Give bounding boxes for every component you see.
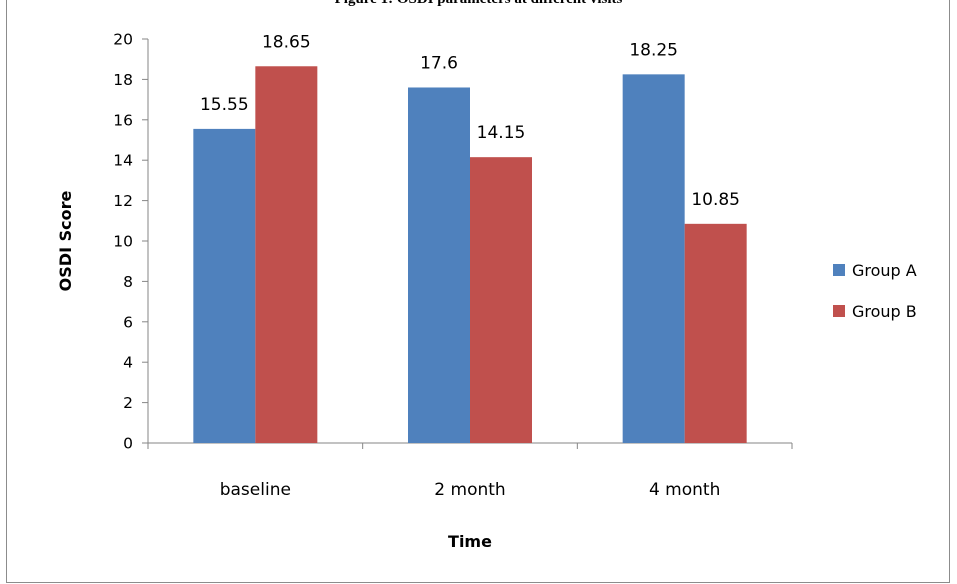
figure-title: Figure 1: OSDI parameters at different v… [0, 0, 957, 8]
data-label: 15.55 [200, 95, 249, 115]
y-tick-label: 4 [123, 354, 133, 372]
bar [408, 87, 470, 443]
y-tick-label: 8 [123, 273, 133, 291]
bar [470, 157, 532, 444]
y-tick-label: 20 [113, 31, 133, 49]
x-category-label: 4 month [649, 480, 720, 500]
bar [193, 128, 256, 443]
y-tick-label: 16 [113, 111, 133, 129]
data-labels: 15.55 17.6 18.25 18.65 14.15 10.85 [200, 32, 740, 210]
y-tick-label: 18 [113, 71, 133, 89]
bars [193, 66, 747, 444]
legend-label: Group B [852, 302, 917, 321]
x-axis-title: Time [448, 532, 492, 551]
y-tick-label: 2 [123, 394, 133, 412]
data-label: 14.15 [477, 123, 526, 143]
x-category-label: 2 month [434, 480, 505, 500]
x-category-label: baseline [220, 480, 291, 500]
y-tick-label: 0 [123, 435, 133, 453]
bar [684, 223, 747, 443]
data-label: 18.25 [629, 40, 678, 60]
bar [622, 74, 685, 443]
data-label: 10.85 [691, 190, 740, 210]
data-label: 17.6 [420, 53, 458, 73]
y-axis-title: OSDI Score [56, 191, 75, 292]
y-tick-label: 6 [123, 313, 133, 331]
bar [255, 66, 318, 444]
legend-swatch [833, 264, 845, 276]
y-tick-label: 10 [113, 233, 133, 251]
legend-label: Group A [852, 261, 917, 280]
data-label: 18.65 [262, 32, 311, 52]
legend-swatch [833, 305, 845, 317]
y-tick-label: 14 [113, 152, 133, 170]
legend: Group A Group B [833, 261, 917, 321]
y-tick-label: 12 [113, 192, 133, 210]
